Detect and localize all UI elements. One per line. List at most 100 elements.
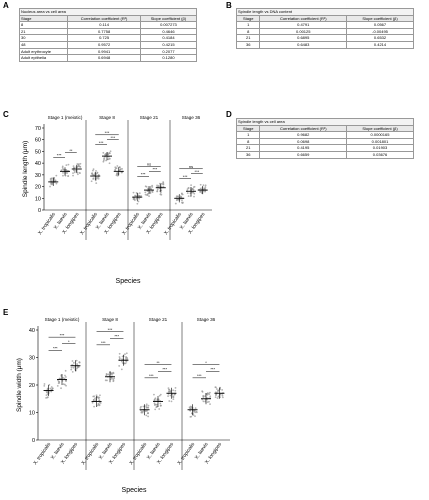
data-point [125,352,128,355]
significance-label: *** [197,373,202,378]
data-point [97,176,100,179]
data-point [217,395,220,398]
data-point [216,390,219,393]
data-point [190,194,192,197]
data-point [45,397,47,399]
data-point [98,403,101,406]
data-point [215,388,218,390]
data-point [76,171,79,174]
table-header: Slope coefficient (β) [346,124,414,133]
table-row: 30 0.725 0.4184 [18,34,198,42]
y-tick-label: 50 [35,149,41,155]
table-header: Slope coefficient (β) [346,14,414,23]
table-row: 48 0.9572 0.4215 [18,40,198,49]
table-cell: 0.6659 [259,150,348,159]
data-point [153,393,155,396]
data-point [144,185,147,188]
data-point [173,393,176,396]
data-point [118,365,121,367]
table-cell: 0.4646 [139,27,198,36]
panel-b-letter: B [226,1,232,10]
data-point [49,387,52,390]
table-cell: Adult epithelia [18,54,69,62]
table-header: Stage [18,14,69,23]
data-point [57,382,60,385]
table-cell: 0.9941 [67,47,141,56]
data-point [209,403,211,406]
data-point [204,190,206,193]
data-point [51,387,54,390]
data-point [93,405,95,408]
data-point [113,377,116,380]
data-point [194,415,196,418]
data-point [97,177,100,180]
data-point [62,174,64,177]
data-point [61,166,64,169]
data-point [156,190,159,192]
data-point [193,192,196,195]
data-point [145,403,148,406]
data-point [67,175,70,177]
data-point [154,408,157,411]
significance-label: *** [60,332,65,337]
data-point [57,380,60,383]
table-row: 1 0.4791 0.0567 [235,21,414,29]
significance-label: *** [153,167,158,172]
table-header: Correlation coefficient (R²) [67,14,141,23]
data-point [73,169,76,172]
data-point [162,183,165,186]
data-point [159,191,162,194]
data-point [194,411,197,414]
data-point [115,167,118,170]
data-point [64,369,67,372]
significance-label: *** [114,333,119,338]
data-point [46,387,49,390]
data-point [98,399,101,402]
table-cell: 30 [18,34,69,42]
table-cell: 36 [235,150,261,159]
data-point [108,157,111,160]
table-cell: 0.00125 [259,27,348,36]
data-point [199,183,202,186]
data-point [140,405,142,408]
significance-label: *** [210,366,215,371]
data-point [181,199,183,202]
data-point [91,169,94,172]
panel-c-letter: C [3,110,9,119]
data-point [204,184,207,187]
data-point [144,191,147,194]
data-point [126,357,128,359]
data-point [78,361,81,364]
significance-label: *** [183,174,188,179]
table-cell: -0.00495 [346,27,414,36]
data-point [195,411,198,414]
data-point [47,396,49,398]
significance-label: ** [156,360,160,365]
table-cell: 8 [235,27,261,36]
x-axis-label: Species [122,487,147,494]
data-point [162,185,165,188]
data-point [118,357,121,360]
table-header: Stage [235,124,261,133]
data-point [64,172,67,175]
data-point [79,162,82,165]
table-cell: 21 [235,34,261,42]
panel-d-letter: D [226,110,232,119]
table-cell: 0.4215 [139,40,198,49]
data-point [64,374,66,377]
data-point [54,179,57,182]
data-point [167,395,169,397]
group-title: Stage 8 [99,115,115,120]
data-point [206,392,209,395]
data-point [151,184,154,187]
group-title: Stage 36 [182,115,201,120]
data-point [136,202,139,205]
y-tick-label: 0 [32,438,35,444]
data-point [91,401,94,404]
table-row: 36 0.6659 0.03676 [235,150,414,159]
table-cell: 0.4184 [139,34,198,42]
group-title: Stage 1 (meiotic) [48,115,83,120]
data-point [158,408,161,410]
data-point [75,359,78,362]
data-point [153,402,156,405]
